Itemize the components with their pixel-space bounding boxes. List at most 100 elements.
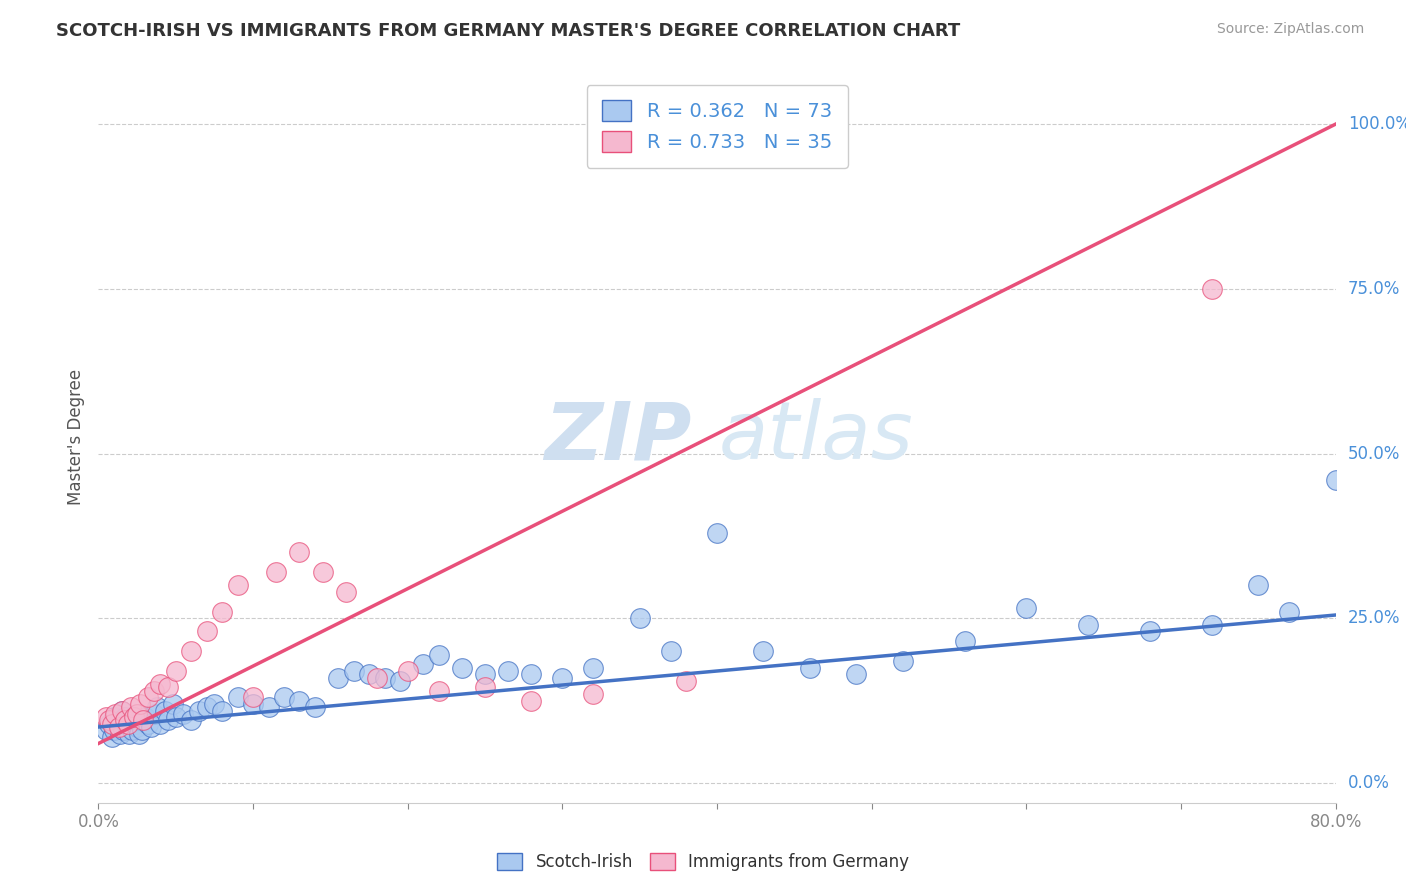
Point xyxy=(412,657,434,672)
Text: 0.0%: 0.0% xyxy=(1348,774,1391,792)
Point xyxy=(326,671,350,685)
Point xyxy=(752,644,775,658)
Point xyxy=(131,723,153,738)
Point xyxy=(122,710,145,724)
Point xyxy=(845,667,868,681)
Point xyxy=(582,661,605,675)
Point xyxy=(1324,473,1347,487)
Point xyxy=(304,700,326,714)
Point xyxy=(105,716,128,731)
Point xyxy=(149,677,172,691)
Point xyxy=(1015,601,1038,615)
Point xyxy=(180,714,202,728)
Point xyxy=(388,673,412,688)
Point xyxy=(172,706,194,721)
Point xyxy=(153,704,176,718)
Point xyxy=(114,714,136,728)
Point xyxy=(188,704,211,718)
Point xyxy=(1201,618,1223,632)
Point xyxy=(115,716,138,731)
Point xyxy=(427,648,450,662)
Point xyxy=(335,585,357,599)
Point xyxy=(122,710,145,724)
Point xyxy=(257,700,280,714)
Text: SCOTCH-IRISH VS IMMIGRANTS FROM GERMANY MASTER'S DEGREE CORRELATION CHART: SCOTCH-IRISH VS IMMIGRANTS FROM GERMANY … xyxy=(56,22,960,40)
Text: 75.0%: 75.0% xyxy=(1348,280,1400,298)
Point xyxy=(136,690,159,705)
Point xyxy=(498,664,520,678)
Point xyxy=(120,700,142,714)
Point xyxy=(226,690,249,705)
Point xyxy=(675,673,697,688)
Point xyxy=(180,644,202,658)
Text: Source: ZipAtlas.com: Source: ZipAtlas.com xyxy=(1216,22,1364,37)
Point xyxy=(396,664,419,678)
Point xyxy=(124,716,146,731)
Point xyxy=(1139,624,1161,639)
Point xyxy=(107,720,129,734)
Point xyxy=(101,716,124,731)
Text: 50.0%: 50.0% xyxy=(1348,444,1400,463)
Point xyxy=(357,667,380,681)
Point xyxy=(450,661,472,675)
Point xyxy=(96,710,118,724)
Point xyxy=(129,697,152,711)
Legend: Scotch-Irish, Immigrants from Germany: Scotch-Irish, Immigrants from Germany xyxy=(489,845,917,880)
Point xyxy=(117,720,139,734)
Point xyxy=(659,644,682,658)
Point xyxy=(211,605,233,619)
Point xyxy=(103,710,125,724)
Point xyxy=(120,714,142,728)
Legend: R = 0.362   N = 73, R = 0.733   N = 35: R = 0.362 N = 73, R = 0.733 N = 35 xyxy=(586,85,848,168)
Point xyxy=(121,723,143,738)
Point xyxy=(165,664,187,678)
Y-axis label: Master's Degree: Master's Degree xyxy=(66,369,84,505)
Point xyxy=(114,710,136,724)
Point xyxy=(312,565,335,579)
Point xyxy=(129,714,152,728)
Point xyxy=(108,726,131,740)
Point xyxy=(288,693,311,707)
Point xyxy=(127,706,149,721)
Point xyxy=(706,525,728,540)
Point xyxy=(474,667,496,681)
Point xyxy=(551,671,574,685)
Point xyxy=(134,710,156,724)
Point xyxy=(112,723,135,738)
Point xyxy=(953,634,976,648)
Point xyxy=(136,716,159,731)
Text: atlas: atlas xyxy=(718,398,914,476)
Point xyxy=(111,704,132,718)
Point xyxy=(343,664,366,678)
Point xyxy=(143,706,166,721)
Point xyxy=(165,710,187,724)
Point xyxy=(891,654,914,668)
Point xyxy=(427,683,450,698)
Point xyxy=(799,661,821,675)
Point xyxy=(139,720,162,734)
Point xyxy=(127,720,149,734)
Point xyxy=(628,611,651,625)
Point xyxy=(226,578,249,592)
Point xyxy=(96,723,118,738)
Point xyxy=(242,697,264,711)
Point xyxy=(1247,578,1270,592)
Point xyxy=(242,690,264,705)
Point xyxy=(157,714,180,728)
Point xyxy=(374,671,396,685)
Point xyxy=(1077,618,1099,632)
Point xyxy=(195,700,218,714)
Point xyxy=(111,714,132,728)
Point xyxy=(211,704,233,718)
Point xyxy=(162,697,184,711)
Point xyxy=(582,687,605,701)
Point xyxy=(157,681,180,695)
Point xyxy=(118,726,141,740)
Text: 100.0%: 100.0% xyxy=(1348,115,1406,133)
Point xyxy=(149,716,172,731)
Point xyxy=(1278,605,1301,619)
Point xyxy=(128,726,150,740)
Point xyxy=(520,693,543,707)
Point xyxy=(103,723,125,738)
Point xyxy=(288,545,311,559)
